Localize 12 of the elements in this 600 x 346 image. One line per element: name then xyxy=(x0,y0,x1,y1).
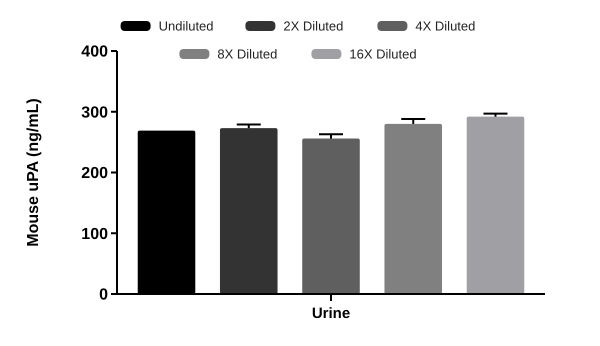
x-tick-label: Urine xyxy=(312,305,350,322)
y-axis-title: Mouse uPA (ng/mL) xyxy=(25,98,42,247)
y-tick-label: 200 xyxy=(81,165,108,182)
y-tick-label: 0 xyxy=(99,286,108,304)
legend-label: 2X Diluted xyxy=(283,18,344,34)
legend-label: Undiluted xyxy=(158,18,214,34)
y-tick-label: 300 xyxy=(81,104,108,122)
legend-label: 8X Diluted xyxy=(217,46,278,62)
y-tick-label: 400 xyxy=(81,44,108,61)
legend-label: 4X Diluted xyxy=(415,18,476,34)
y-tick-label: 100 xyxy=(81,226,108,243)
legend-label: 16X Diluted xyxy=(349,46,417,62)
